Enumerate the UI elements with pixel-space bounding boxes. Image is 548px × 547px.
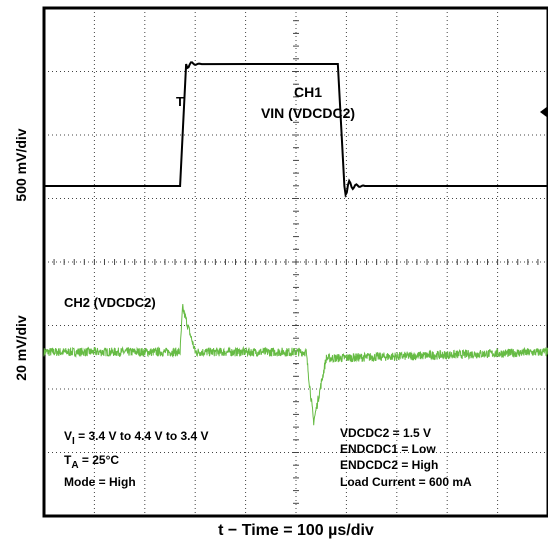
ch1-level-marker	[540, 106, 548, 118]
ch2-scale-label: 20 mV/div	[13, 315, 29, 381]
ch1-label-line1: CH1	[294, 84, 322, 100]
svg-text:VDCDC2 = 1.5 V: VDCDC2 = 1.5 V	[340, 426, 431, 440]
annotation-left: VI = 3.4 V to 4.4 V to 3.4 V TA = 25°C M…	[64, 429, 209, 489]
ch2-trace	[43, 304, 548, 426]
svg-text:Load Current = 600 mA: Load Current = 600 mA	[340, 475, 472, 489]
x-axis-label: t − Time = 100 µs/div	[218, 522, 374, 539]
svg-text:TA = 25°C: TA = 25°C	[64, 453, 119, 471]
grid	[43, 7, 548, 517]
ch1-trigger-marker: T	[176, 94, 184, 109]
svg-text:ENDCDC1 = Low: ENDCDC1 = Low	[340, 442, 436, 456]
traces	[43, 61, 548, 426]
ch2-label: CH2 (VDCDC2)	[64, 295, 156, 310]
ch1-label-line2: VIN (VDCDC2)	[261, 105, 355, 121]
plot-frame	[42, 6, 548, 518]
svg-text:VI = 3.4 V to 4.4 V to 3.4 V: VI = 3.4 V to 4.4 V to 3.4 V	[64, 429, 209, 447]
ch1-trace	[44, 61, 548, 198]
svg-text:ENDCDC2 = High: ENDCDC2 = High	[340, 458, 438, 472]
svg-text:Mode = High: Mode = High	[64, 475, 136, 489]
ch1-scale-label: 500 mV/div	[13, 128, 29, 201]
annotation-right: VDCDC2 = 1.5 V ENDCDC1 = Low ENDCDC2 = H…	[340, 426, 472, 489]
